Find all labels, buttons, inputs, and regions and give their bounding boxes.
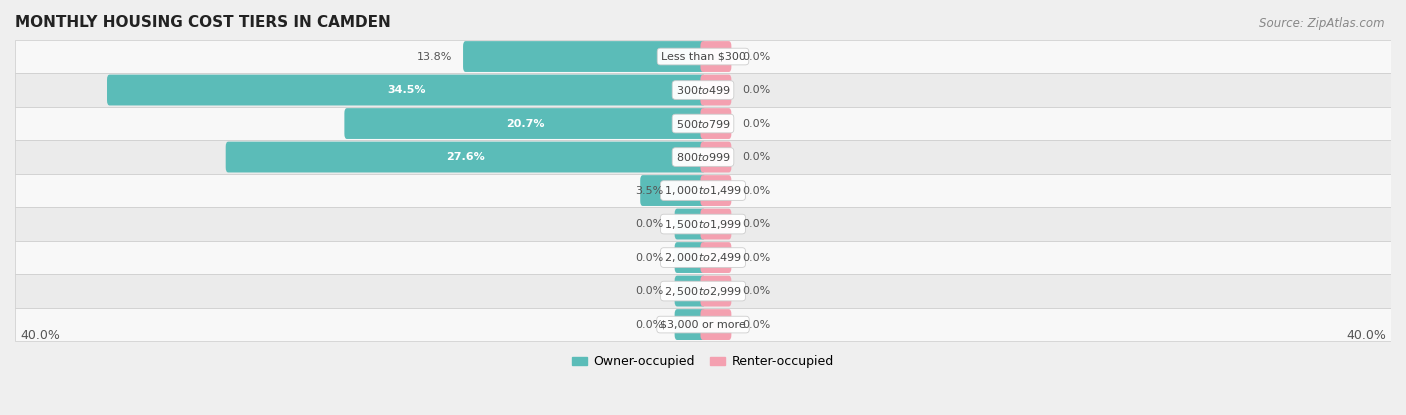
FancyBboxPatch shape — [226, 142, 706, 173]
Text: Source: ZipAtlas.com: Source: ZipAtlas.com — [1260, 17, 1385, 29]
FancyBboxPatch shape — [700, 276, 731, 307]
FancyBboxPatch shape — [700, 175, 731, 206]
Text: 0.0%: 0.0% — [742, 320, 770, 330]
FancyBboxPatch shape — [700, 75, 731, 105]
Bar — [15, 40, 1391, 73]
FancyBboxPatch shape — [700, 41, 731, 72]
Text: 0.0%: 0.0% — [636, 320, 664, 330]
Text: $3,000 or more: $3,000 or more — [661, 320, 745, 330]
FancyBboxPatch shape — [700, 108, 731, 139]
FancyBboxPatch shape — [700, 309, 731, 340]
Bar — [15, 241, 1391, 274]
Text: $2,000 to $2,499: $2,000 to $2,499 — [664, 251, 742, 264]
FancyBboxPatch shape — [700, 209, 731, 239]
Text: $1,500 to $1,999: $1,500 to $1,999 — [664, 217, 742, 231]
Bar — [15, 308, 1391, 341]
Bar — [15, 174, 1391, 208]
FancyBboxPatch shape — [675, 209, 706, 239]
Text: 3.5%: 3.5% — [636, 186, 664, 195]
FancyBboxPatch shape — [463, 41, 706, 72]
Text: 40.0%: 40.0% — [1346, 329, 1386, 342]
Bar — [15, 140, 1391, 174]
FancyBboxPatch shape — [344, 108, 706, 139]
Bar — [15, 73, 1391, 107]
Text: $1,000 to $1,499: $1,000 to $1,499 — [664, 184, 742, 197]
FancyBboxPatch shape — [675, 276, 706, 307]
Text: $2,500 to $2,999: $2,500 to $2,999 — [664, 285, 742, 298]
Text: 0.0%: 0.0% — [636, 286, 664, 296]
FancyBboxPatch shape — [675, 242, 706, 273]
Bar — [15, 274, 1391, 308]
Bar — [15, 208, 1391, 241]
Text: $800 to $999: $800 to $999 — [675, 151, 731, 163]
Text: 0.0%: 0.0% — [742, 253, 770, 263]
FancyBboxPatch shape — [700, 142, 731, 173]
FancyBboxPatch shape — [640, 175, 706, 206]
Text: Less than $300: Less than $300 — [661, 51, 745, 61]
Text: 34.5%: 34.5% — [387, 85, 426, 95]
Text: 0.0%: 0.0% — [742, 186, 770, 195]
Text: 0.0%: 0.0% — [742, 51, 770, 61]
Bar — [15, 107, 1391, 140]
Text: 20.7%: 20.7% — [506, 119, 544, 129]
Text: 0.0%: 0.0% — [742, 85, 770, 95]
Legend: Owner-occupied, Renter-occupied: Owner-occupied, Renter-occupied — [568, 350, 838, 374]
Text: MONTHLY HOUSING COST TIERS IN CAMDEN: MONTHLY HOUSING COST TIERS IN CAMDEN — [15, 15, 391, 30]
Text: 0.0%: 0.0% — [636, 253, 664, 263]
Text: 27.6%: 27.6% — [446, 152, 485, 162]
Text: $300 to $499: $300 to $499 — [675, 84, 731, 96]
Text: 13.8%: 13.8% — [416, 51, 451, 61]
Text: 0.0%: 0.0% — [742, 119, 770, 129]
FancyBboxPatch shape — [700, 242, 731, 273]
Text: 0.0%: 0.0% — [742, 219, 770, 229]
Text: 0.0%: 0.0% — [742, 286, 770, 296]
FancyBboxPatch shape — [107, 75, 706, 105]
Text: 0.0%: 0.0% — [742, 152, 770, 162]
Text: 0.0%: 0.0% — [636, 219, 664, 229]
Text: 40.0%: 40.0% — [20, 329, 60, 342]
FancyBboxPatch shape — [675, 309, 706, 340]
Text: $500 to $799: $500 to $799 — [675, 117, 731, 129]
